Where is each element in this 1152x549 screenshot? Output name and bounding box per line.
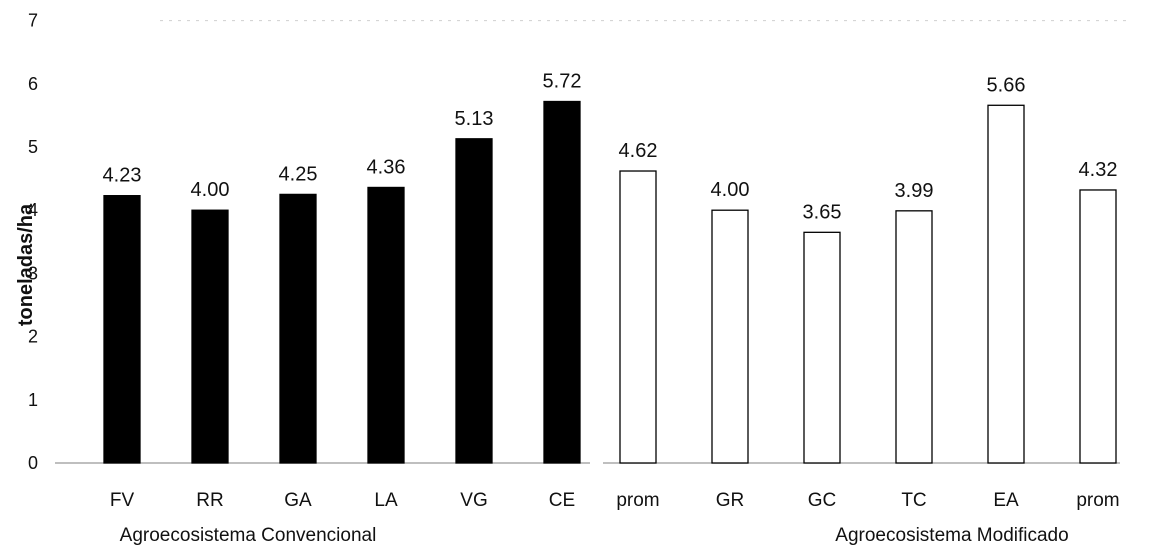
y-tick-label: 5 xyxy=(28,137,38,157)
category-label: TC xyxy=(901,490,926,511)
y-tick-labels: 0 1 2 3 4 5 6 7 xyxy=(28,11,38,473)
y-tick-label: 3 xyxy=(28,263,38,283)
bars-layer xyxy=(103,100,1117,464)
data-label: 5.13 xyxy=(455,108,494,130)
bar xyxy=(279,193,317,464)
bar xyxy=(367,186,405,464)
bar xyxy=(711,209,749,464)
data-label: 3.65 xyxy=(803,201,842,223)
data-label: 5.66 xyxy=(987,74,1026,96)
bar xyxy=(803,231,841,464)
data-label: 3.99 xyxy=(895,180,934,202)
bar xyxy=(191,209,229,464)
y-tick-label: 2 xyxy=(28,327,38,347)
y-tick-label: 6 xyxy=(28,74,38,94)
category-label: RR xyxy=(196,490,223,511)
bar xyxy=(1079,189,1117,464)
category-labels-layer: FV RR GA LA VG CE prom GR GC TC EA prom xyxy=(110,490,1120,511)
bar xyxy=(619,170,657,464)
category-label: FV xyxy=(110,490,135,511)
category-label: GA xyxy=(284,490,312,511)
data-label: 5.72 xyxy=(543,70,582,92)
category-label: GR xyxy=(716,490,745,511)
data-label: 4.32 xyxy=(1079,159,1118,181)
bar xyxy=(103,195,141,464)
category-label: EA xyxy=(993,490,1019,511)
category-label: VG xyxy=(460,490,487,511)
data-label: 4.23 xyxy=(103,165,142,187)
data-label: 4.25 xyxy=(279,163,318,185)
y-tick-label: 7 xyxy=(28,11,38,31)
y-tick-label: 4 xyxy=(28,200,38,220)
group-label: Agroecosistema Modificado xyxy=(835,525,1068,546)
group-label: Agroecosistema Convencional xyxy=(120,525,377,546)
y-tick-label: 0 xyxy=(28,453,38,473)
bar xyxy=(987,104,1025,464)
category-label: prom xyxy=(616,490,659,511)
bar xyxy=(543,100,581,464)
data-label: 4.62 xyxy=(619,140,658,162)
y-axis-label: toneladas/ha xyxy=(15,203,37,326)
data-label: 4.36 xyxy=(367,156,406,178)
bar xyxy=(455,138,493,464)
grid-layer xyxy=(55,20,1130,464)
category-label: GC xyxy=(808,490,837,511)
bar xyxy=(895,210,933,464)
data-label: 4.00 xyxy=(191,179,230,201)
category-label: LA xyxy=(374,490,398,511)
category-label: prom xyxy=(1076,490,1119,511)
category-label: CE xyxy=(549,490,575,511)
group-labels-layer: Agroecosistema Convencional Agroecosistem… xyxy=(120,525,1069,546)
value-labels-layer: 4.23 4.00 4.25 4.36 5.13 5.72 4.62 4.00 3.65 3.99… xyxy=(103,70,1118,223)
y-tick-label: 1 xyxy=(28,390,38,410)
data-label: 4.00 xyxy=(711,179,750,201)
